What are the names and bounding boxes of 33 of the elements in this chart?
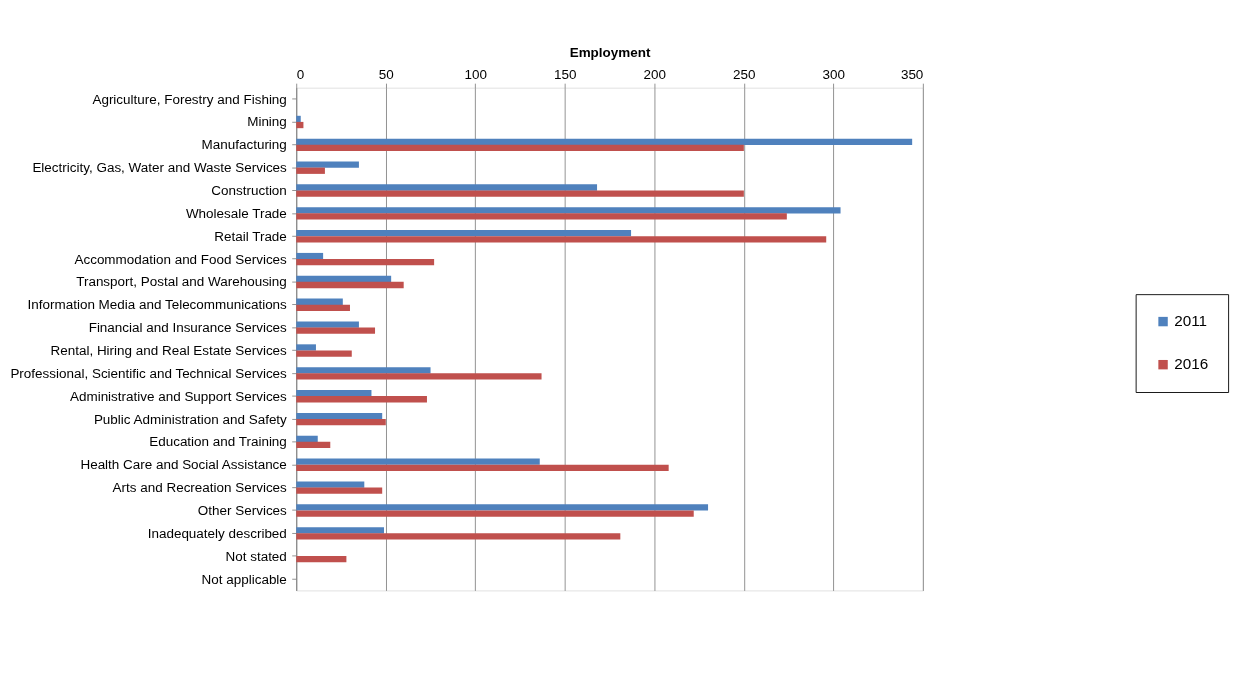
y-tick-label: Not applicable bbox=[201, 571, 287, 587]
y-tick-label: Agriculture, Forestry and Fishing bbox=[92, 91, 287, 107]
y-tick-label: Administrative and Support Services bbox=[69, 388, 288, 404]
y-tick-label: Retail Trade bbox=[214, 228, 287, 244]
x-tick-label: 300 bbox=[822, 67, 846, 83]
y-tick-label: Other Services bbox=[197, 502, 288, 518]
x-tick-label: 50 bbox=[378, 67, 394, 83]
y-tick-label: Transport, Postal and Warehousing bbox=[76, 274, 287, 290]
y-tick-label: Not stated bbox=[225, 548, 287, 564]
x-tick-label: 200 bbox=[643, 67, 667, 83]
y-tick-label: Arts and Recreation Services bbox=[112, 480, 288, 496]
y-tick-label: Professional, Scientific and Technical Services bbox=[10, 365, 288, 381]
y-tick-label: Manufacturing bbox=[201, 137, 287, 153]
y-tick-label: Information Media and Telecommunications bbox=[27, 297, 288, 313]
y-tick-label: Health Care and Social Assistance bbox=[80, 457, 287, 473]
y-tick-label: Wholesale Trade bbox=[185, 205, 287, 221]
x-tick-label: 250 bbox=[733, 67, 756, 83]
x-tick-label: 350 bbox=[900, 67, 924, 83]
y-tick-label: Education and Training bbox=[149, 434, 287, 450]
legend-label: 2011 bbox=[1174, 312, 1208, 330]
y-tick-label: Financial and Insurance Services bbox=[88, 320, 288, 336]
x-tick-label: 100 bbox=[464, 67, 487, 83]
y-tick-label: Inadequately described bbox=[147, 525, 287, 541]
y-tick-label: Electricity, Gas, Water and Waste Services bbox=[32, 160, 288, 176]
y-tick-label: Mining bbox=[247, 114, 287, 130]
y-tick-label: Construction bbox=[211, 183, 287, 199]
legend-label: 2016 bbox=[1174, 355, 1209, 373]
x-tick-label: 150 bbox=[554, 67, 577, 83]
y-tick-label: Public Administration and Safety bbox=[93, 411, 288, 427]
y-tick-label: Accommodation and Food Services bbox=[74, 251, 288, 267]
x-axis-title: Employment bbox=[569, 44, 651, 60]
y-tick-label: Rental, Hiring and Real Estate Services bbox=[50, 343, 288, 358]
x-tick-label: 0 bbox=[296, 67, 305, 83]
